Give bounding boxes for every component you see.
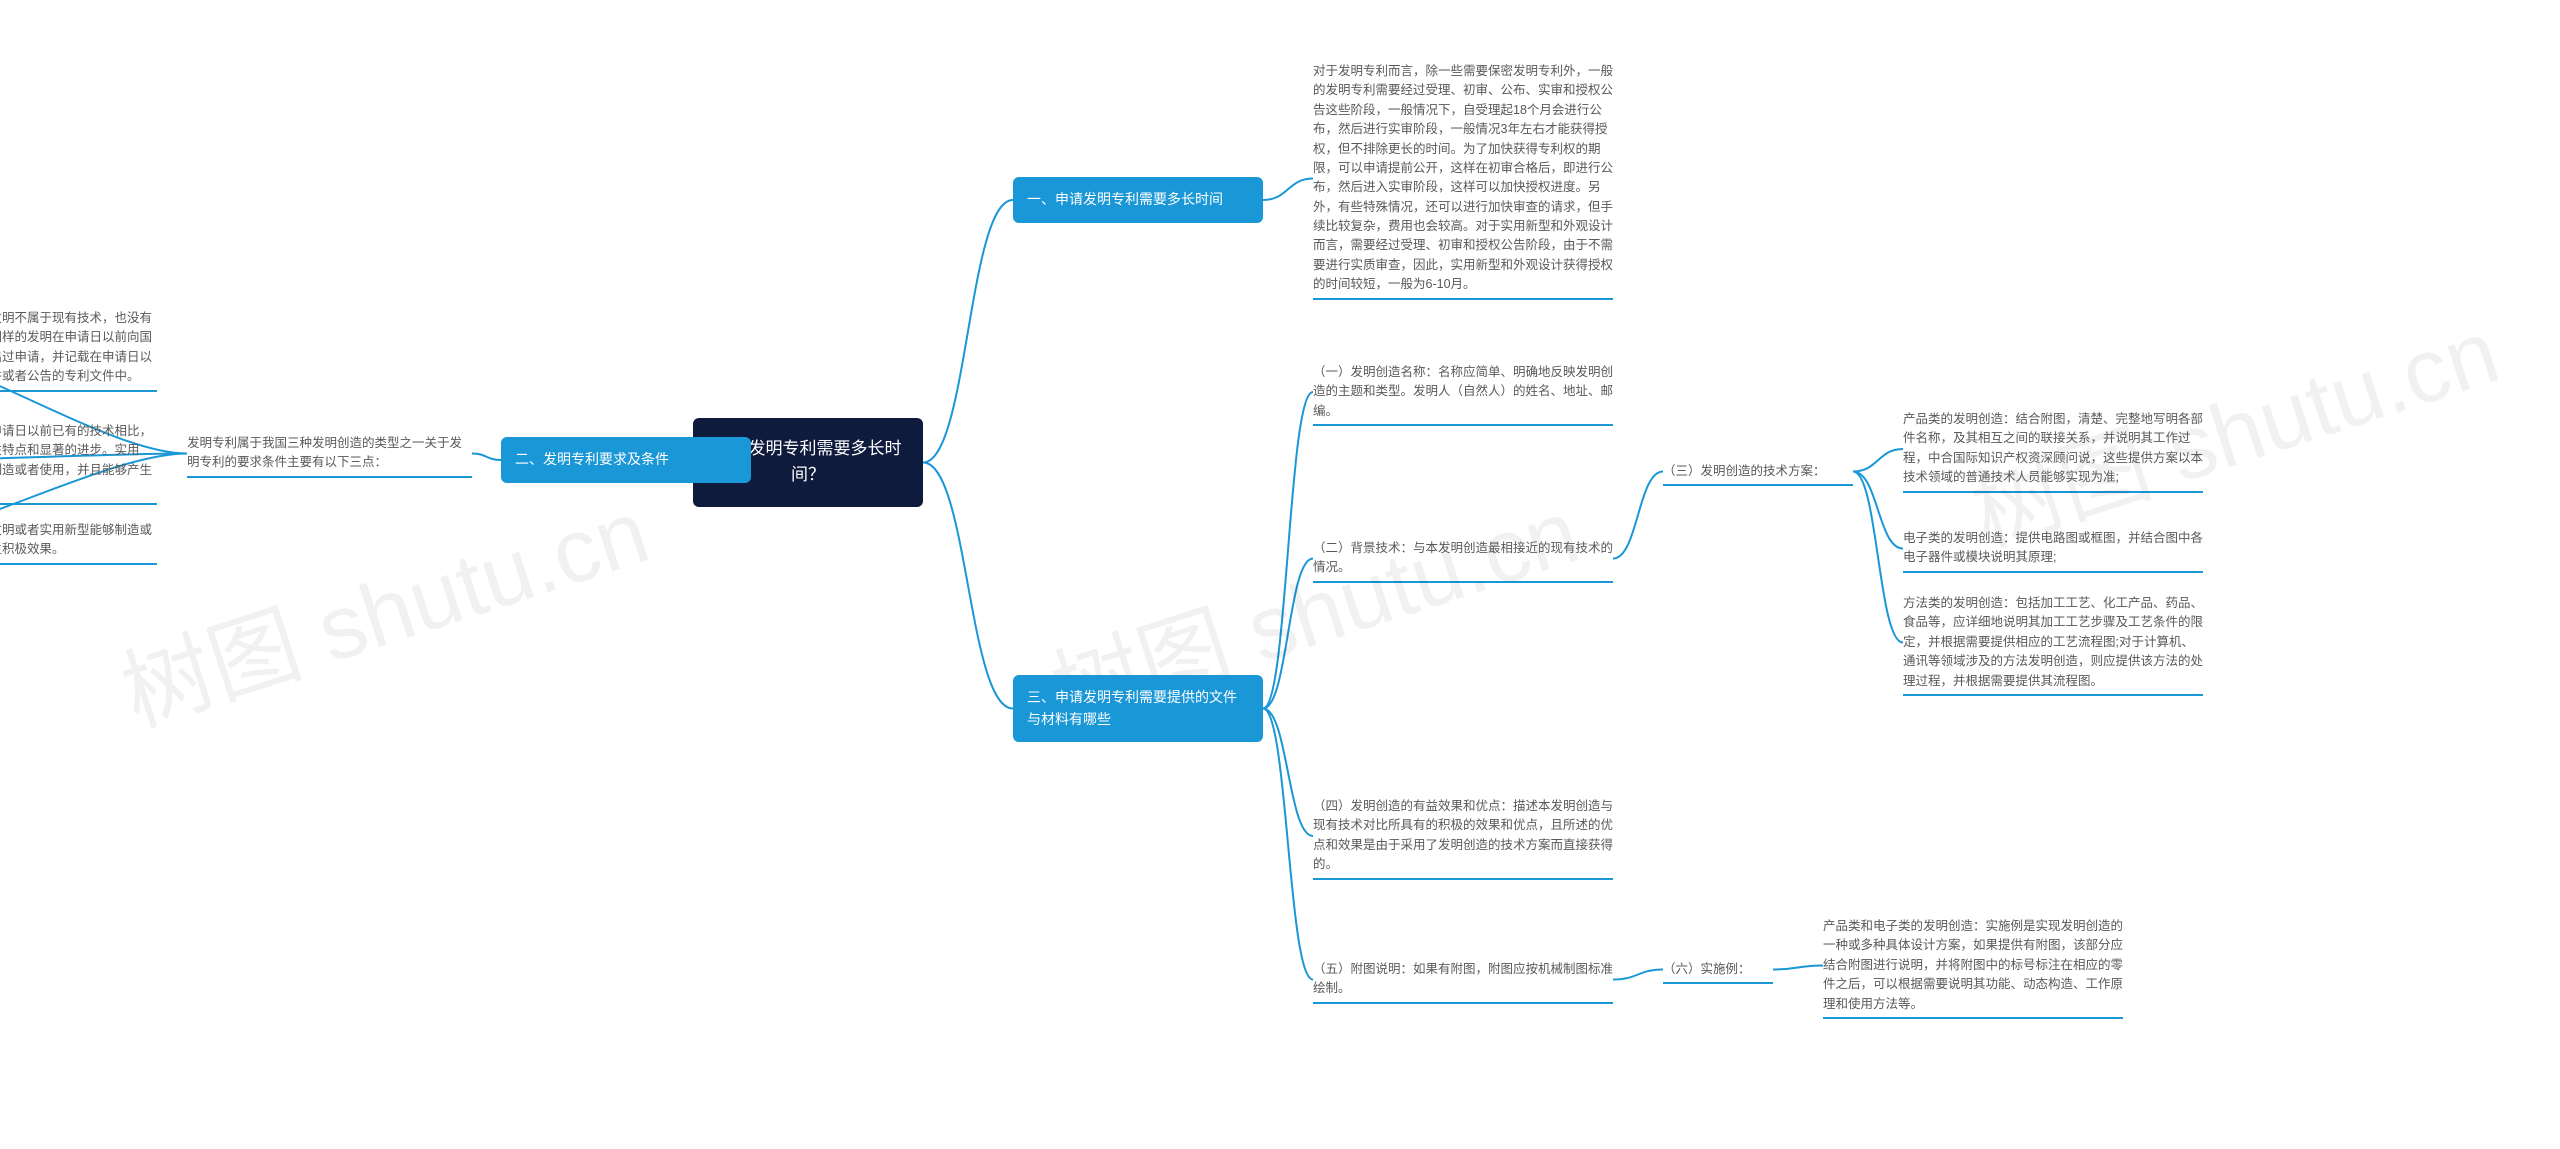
leaf-b3-5[interactable]: （五）附图说明：如果有附图，附图应按机械制图标准绘制。	[1313, 958, 1613, 1001]
branch-node-3[interactable]: 三、申请发明专利需要提供的文件与材料有哪些	[1013, 675, 1263, 742]
watermark: 树图 shutu.cn	[103, 459, 662, 751]
leaf-b3-2[interactable]: （二）背景技术：与本发明创造最相接近的现有技术的情况。	[1313, 537, 1613, 580]
leaf-b3-3a[interactable]: 产品类的发明创造：结合附图，清楚、完整地写明各部件名称，及其相互之间的联接关系，…	[1903, 408, 2203, 490]
leaf-b3-4[interactable]: （四）发明创造的有益效果和优点：描述本发明创造与现有技术对比所具有的积极的效果和…	[1313, 795, 1613, 877]
leaf-b2-3[interactable]: （三）实用性是指该发明或者实用新型能够制造或者使用，并且能够产生积极效果。	[0, 519, 157, 562]
branch-node-2[interactable]: 二、发明专利要求及条件	[501, 437, 751, 483]
leaf-b3-3-label[interactable]: （三）发明创造的技术方案：	[1663, 460, 1853, 483]
leaf-b1-1[interactable]: 对于发明专利而言，除一些需要保密发明专利外，一般的发明专利需要经过受理、初审、公…	[1313, 60, 1613, 297]
leaf-b3-3c[interactable]: 方法类的发明创造：包括加工工艺、化工产品、药品、食品等，应详细地说明其加工工艺步…	[1903, 592, 2203, 693]
leaf-b3-3b[interactable]: 电子类的发明创造：提供电路图或框图，并结合图中各电子器件或模块说明其原理;	[1903, 527, 2203, 570]
branch-node-1[interactable]: 一、申请发明专利需要多长时间	[1013, 177, 1263, 223]
leaf-b3-6a[interactable]: 产品类和电子类的发明创造：实施例是实现发明创造的一种或多种具体设计方案，如果提供…	[1823, 915, 2123, 1016]
leaf-b2-1[interactable]: （一）新颖性是指该发明不属于现有技术，也没有任何单位或者个人就同样的发明在申请日…	[0, 307, 157, 389]
leaf-b3-1[interactable]: （一）发明创造名称：名称应简单、明确地反映发明创造的主题和类型。发明人（自然人）…	[1313, 361, 1613, 423]
leaf-b3-6-label[interactable]: （六）实施例：	[1663, 958, 1773, 981]
leaf-b2-2[interactable]: （二）创造性是指同申请日以前已有的技术相比，该发明有突出的实质性特点和显著的进步…	[0, 420, 157, 502]
connectors-layer	[0, 0, 2560, 1149]
mindmap-canvas: 树图 shutu.cn 树图 shutu.cn 树图 shutu.cn 申请发明…	[0, 0, 2560, 1149]
leaf-b2-intro[interactable]: 发明专利属于我国三种发明创造的类型之一关于发明专利的要求条件主要有以下三点：	[187, 432, 472, 475]
